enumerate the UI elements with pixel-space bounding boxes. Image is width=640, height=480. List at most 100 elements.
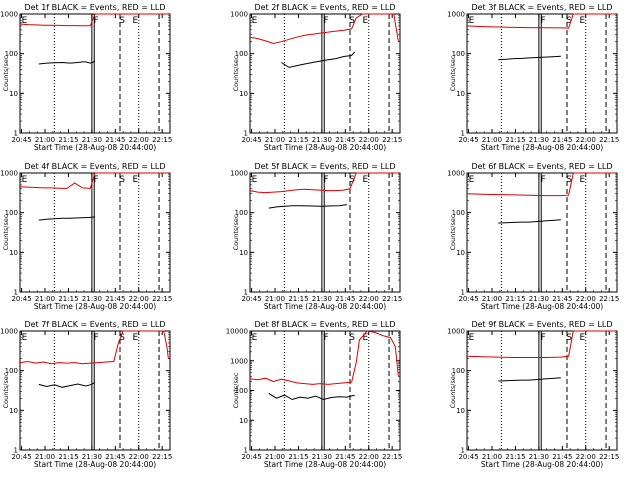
- x-tick-label: 21:45: [552, 136, 572, 144]
- x-tick-label: 21:45: [105, 295, 125, 303]
- x-tick-label: 20:45: [241, 453, 261, 461]
- x-tick-label: 20:45: [11, 453, 31, 461]
- marker-e-3: E: [133, 16, 139, 26]
- y-tick-label: 10: [239, 90, 248, 98]
- x-tick-label: 22:00: [576, 453, 596, 461]
- y-tick-label: 10: [456, 90, 465, 98]
- x-tick-label: 20:45: [458, 453, 478, 461]
- marker-s-2: S: [119, 333, 125, 343]
- x-tick-label: 21:15: [288, 453, 308, 461]
- x-tick-label: 21:30: [312, 295, 332, 303]
- x-tick-label: 20:45: [241, 295, 261, 303]
- x-tick-label: 21:00: [265, 136, 285, 144]
- x-tick-label: 21:30: [312, 453, 332, 461]
- y-tick-label: 1000: [230, 170, 248, 178]
- panel-det-4: Det 4f BLACK = Events, RED = LLD 1 10 100 10…: [0, 162, 172, 311]
- y-tick-label: 10: [456, 249, 465, 257]
- x-tick-label: 21:45: [335, 136, 355, 144]
- y-tick-label: 1000: [230, 11, 248, 19]
- series-events-line: [38, 60, 96, 65]
- marker-f-1: F: [93, 16, 98, 26]
- x-tick-label: 21:30: [82, 136, 102, 144]
- x-tick-label: 22:15: [382, 295, 402, 303]
- x-axis-label: Start Time (28-Aug-08 20:44:00): [264, 302, 386, 311]
- y-tick-label: 100: [5, 50, 18, 58]
- x-tick-label: 22:15: [599, 136, 619, 144]
- marker-e-0: E: [252, 16, 258, 26]
- x-axis-label: Start Time (28-Aug-08 20:44:00): [264, 460, 386, 469]
- x-tick-label: 22:15: [599, 295, 619, 303]
- x-tick-label: 22:15: [152, 295, 172, 303]
- marker-e-3: E: [363, 333, 369, 343]
- y-axis-label: Counts/sec: [232, 372, 240, 408]
- x-tick-label: 21:30: [529, 453, 549, 461]
- marker-f-1: F: [323, 175, 328, 185]
- y-tick-label: 100: [5, 209, 18, 217]
- series-events-line: [498, 219, 561, 224]
- plot-frame: [19, 13, 171, 134]
- x-tick-label: 22:15: [382, 453, 402, 461]
- panel-title: Det 2f BLACK = Events, RED = LLD: [254, 3, 395, 12]
- plot-frame: [19, 330, 171, 451]
- series-events-line: [498, 377, 561, 382]
- panel-det-1: Det 1f BLACK = Events, RED = LLD 1 10 100 10…: [0, 3, 172, 152]
- panel-title: Det 1f BLACK = Events, RED = LLD: [24, 3, 165, 12]
- x-tick-label: 21:45: [335, 453, 355, 461]
- y-axis-label: Counts/sec: [232, 214, 240, 250]
- panel-det-9: Det 9f BLACK = Events, RED = LLD 1 10 100 10…: [447, 320, 619, 469]
- marker-e-3: E: [580, 175, 586, 185]
- y-tick-label: 10: [239, 417, 248, 425]
- marker-f-1: F: [540, 16, 545, 26]
- marker-e-0: E: [252, 333, 258, 343]
- series-group: [249, 330, 399, 401]
- marker-s-2: S: [566, 16, 572, 26]
- marker-s-2: S: [119, 16, 125, 26]
- y-tick-label: 1000: [447, 328, 465, 336]
- y-tick-label: 100: [452, 50, 465, 58]
- x-tick-label: 21:00: [482, 453, 502, 461]
- series-group: [19, 330, 169, 388]
- panel-title: Det 8f BLACK = Events, RED = LLD: [254, 320, 395, 329]
- series-group: [19, 172, 169, 221]
- series-lld-line: [466, 330, 616, 358]
- marker-e-0: E: [469, 16, 475, 26]
- y-tick-label: 100: [235, 50, 248, 58]
- x-axis-label: Start Time (28-Aug-08 20:44:00): [481, 302, 603, 311]
- panel-det-8: Det 8f BLACK = Events, RED = LLD 1 10 100 10…: [226, 320, 403, 469]
- x-tick-label: 21:30: [529, 136, 549, 144]
- marker-e-3: E: [363, 175, 369, 185]
- y-tick-label: 1: [14, 289, 18, 297]
- x-tick-label: 21:00: [265, 295, 285, 303]
- y-axis-label: Counts/sec: [2, 55, 10, 91]
- x-tick-label: 21:00: [482, 295, 502, 303]
- plot-frame: [249, 330, 401, 451]
- panel-title: Det 3f BLACK = Events, RED = LLD: [471, 3, 612, 12]
- panel-det-2: Det 2f BLACK = Events, RED = LLD 1 10 100 10…: [230, 3, 402, 152]
- series-group: [19, 13, 169, 65]
- x-tick-label: 20:45: [458, 295, 478, 303]
- x-tick-label: 21:30: [82, 453, 102, 461]
- x-tick-label: 22:15: [382, 136, 402, 144]
- series-lld-line: [466, 172, 616, 197]
- x-tick-label: 21:45: [552, 453, 572, 461]
- x-tick-label: 22:15: [152, 453, 172, 461]
- marker-f-1: F: [93, 175, 98, 185]
- marker-e-0: E: [469, 333, 475, 343]
- y-tick-label: 100: [235, 387, 248, 395]
- x-tick-label: 21:15: [58, 136, 78, 144]
- y-tick-label: 10: [456, 407, 465, 415]
- series-lld-line: [466, 13, 616, 29]
- series-events-line: [268, 204, 347, 209]
- marker-s-2: S: [349, 333, 355, 343]
- series-group: [249, 13, 399, 68]
- x-tick-label: 21:45: [552, 295, 572, 303]
- plot-frame: [466, 172, 618, 293]
- panel-title: Det 4f BLACK = Events, RED = LLD: [24, 162, 165, 171]
- marker-s-2: S: [566, 333, 572, 343]
- x-axis-label: Start Time (28-Aug-08 20:44:00): [34, 460, 156, 469]
- series-group: [466, 13, 616, 61]
- x-tick-label: 21:45: [335, 295, 355, 303]
- series-events-line: [268, 392, 355, 401]
- x-tick-label: 21:15: [288, 295, 308, 303]
